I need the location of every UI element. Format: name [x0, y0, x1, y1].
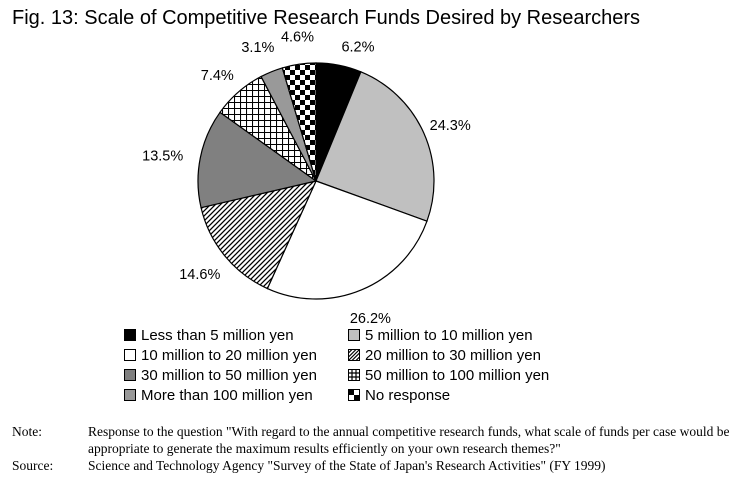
legend-swatch: [348, 349, 360, 361]
slice-percent-label: 3.1%: [241, 40, 274, 56]
legend-item: 10 million to 20 million yen: [124, 345, 317, 365]
pie-chart: 6.2% 24.3% 26.2% 14.6% 13.5% 7.4% 3.1% 4.6%: [142, 30, 471, 326]
legend-label: 30 million to 50 million yen: [141, 366, 317, 384]
legend-item: No response: [348, 385, 450, 405]
pie-slice: [197, 111, 318, 209]
legend-item: 50 million to 100 million yen: [348, 365, 549, 385]
pie-slice: [281, 62, 317, 182]
pie-slice: [266, 180, 428, 300]
legend-item: 30 million to 50 million yen: [124, 365, 317, 385]
legend-label: Less than 5 million yen: [141, 326, 294, 344]
legend-label: 10 million to 20 million yen: [141, 346, 317, 364]
legend-item: Less than 5 million yen: [124, 325, 294, 345]
legend-label: 20 million to 30 million yen: [365, 346, 541, 364]
note-label: Note:: [12, 424, 42, 439]
legend-swatch: [348, 389, 360, 401]
legend-swatch: [348, 329, 360, 341]
legend-swatch: [124, 349, 136, 361]
source-label: Source:: [12, 458, 54, 473]
slice-percent-label: 24.3%: [430, 118, 471, 134]
slice-percent-label: 14.6%: [179, 267, 220, 283]
legend-label: 5 million to 10 million yen: [365, 326, 533, 344]
pie-slice: [315, 71, 435, 222]
legend-label: 50 million to 100 million yen: [365, 366, 550, 384]
slice-percent-label: 6.2%: [341, 40, 374, 56]
legend-item: 20 million to 30 million yen: [348, 345, 541, 365]
slice-percent-label: 4.6%: [281, 30, 314, 46]
legend-swatch: [348, 369, 360, 381]
slice-percent-label: 13.5%: [142, 149, 183, 165]
slice-percent-label: 26.2%: [350, 311, 391, 325]
note-text: Response to the question "With regard to…: [88, 424, 730, 456]
slice-percent-label: 7.4%: [201, 68, 234, 84]
source-text: Science and Technology Agency "Survey of…: [88, 458, 606, 473]
note-row: Note: Response to the question "With reg…: [12, 423, 737, 457]
source-row: Source: Science and Technology Agency "S…: [12, 457, 737, 474]
legend-label: No response: [365, 386, 451, 404]
legend-item: More than 100 million yen: [124, 385, 313, 405]
pie-slice: [200, 180, 318, 290]
legend-swatch: [124, 329, 136, 341]
legend-swatch: [124, 369, 136, 381]
chart-title: Fig. 13: Scale of Competitive Research F…: [12, 7, 641, 29]
chart-notes: Note: Response to the question "With reg…: [12, 423, 737, 474]
legend-item: 5 million to 10 million yen: [348, 325, 533, 345]
legend-swatch: [124, 389, 136, 401]
legend-label: More than 100 million yen: [141, 386, 313, 404]
